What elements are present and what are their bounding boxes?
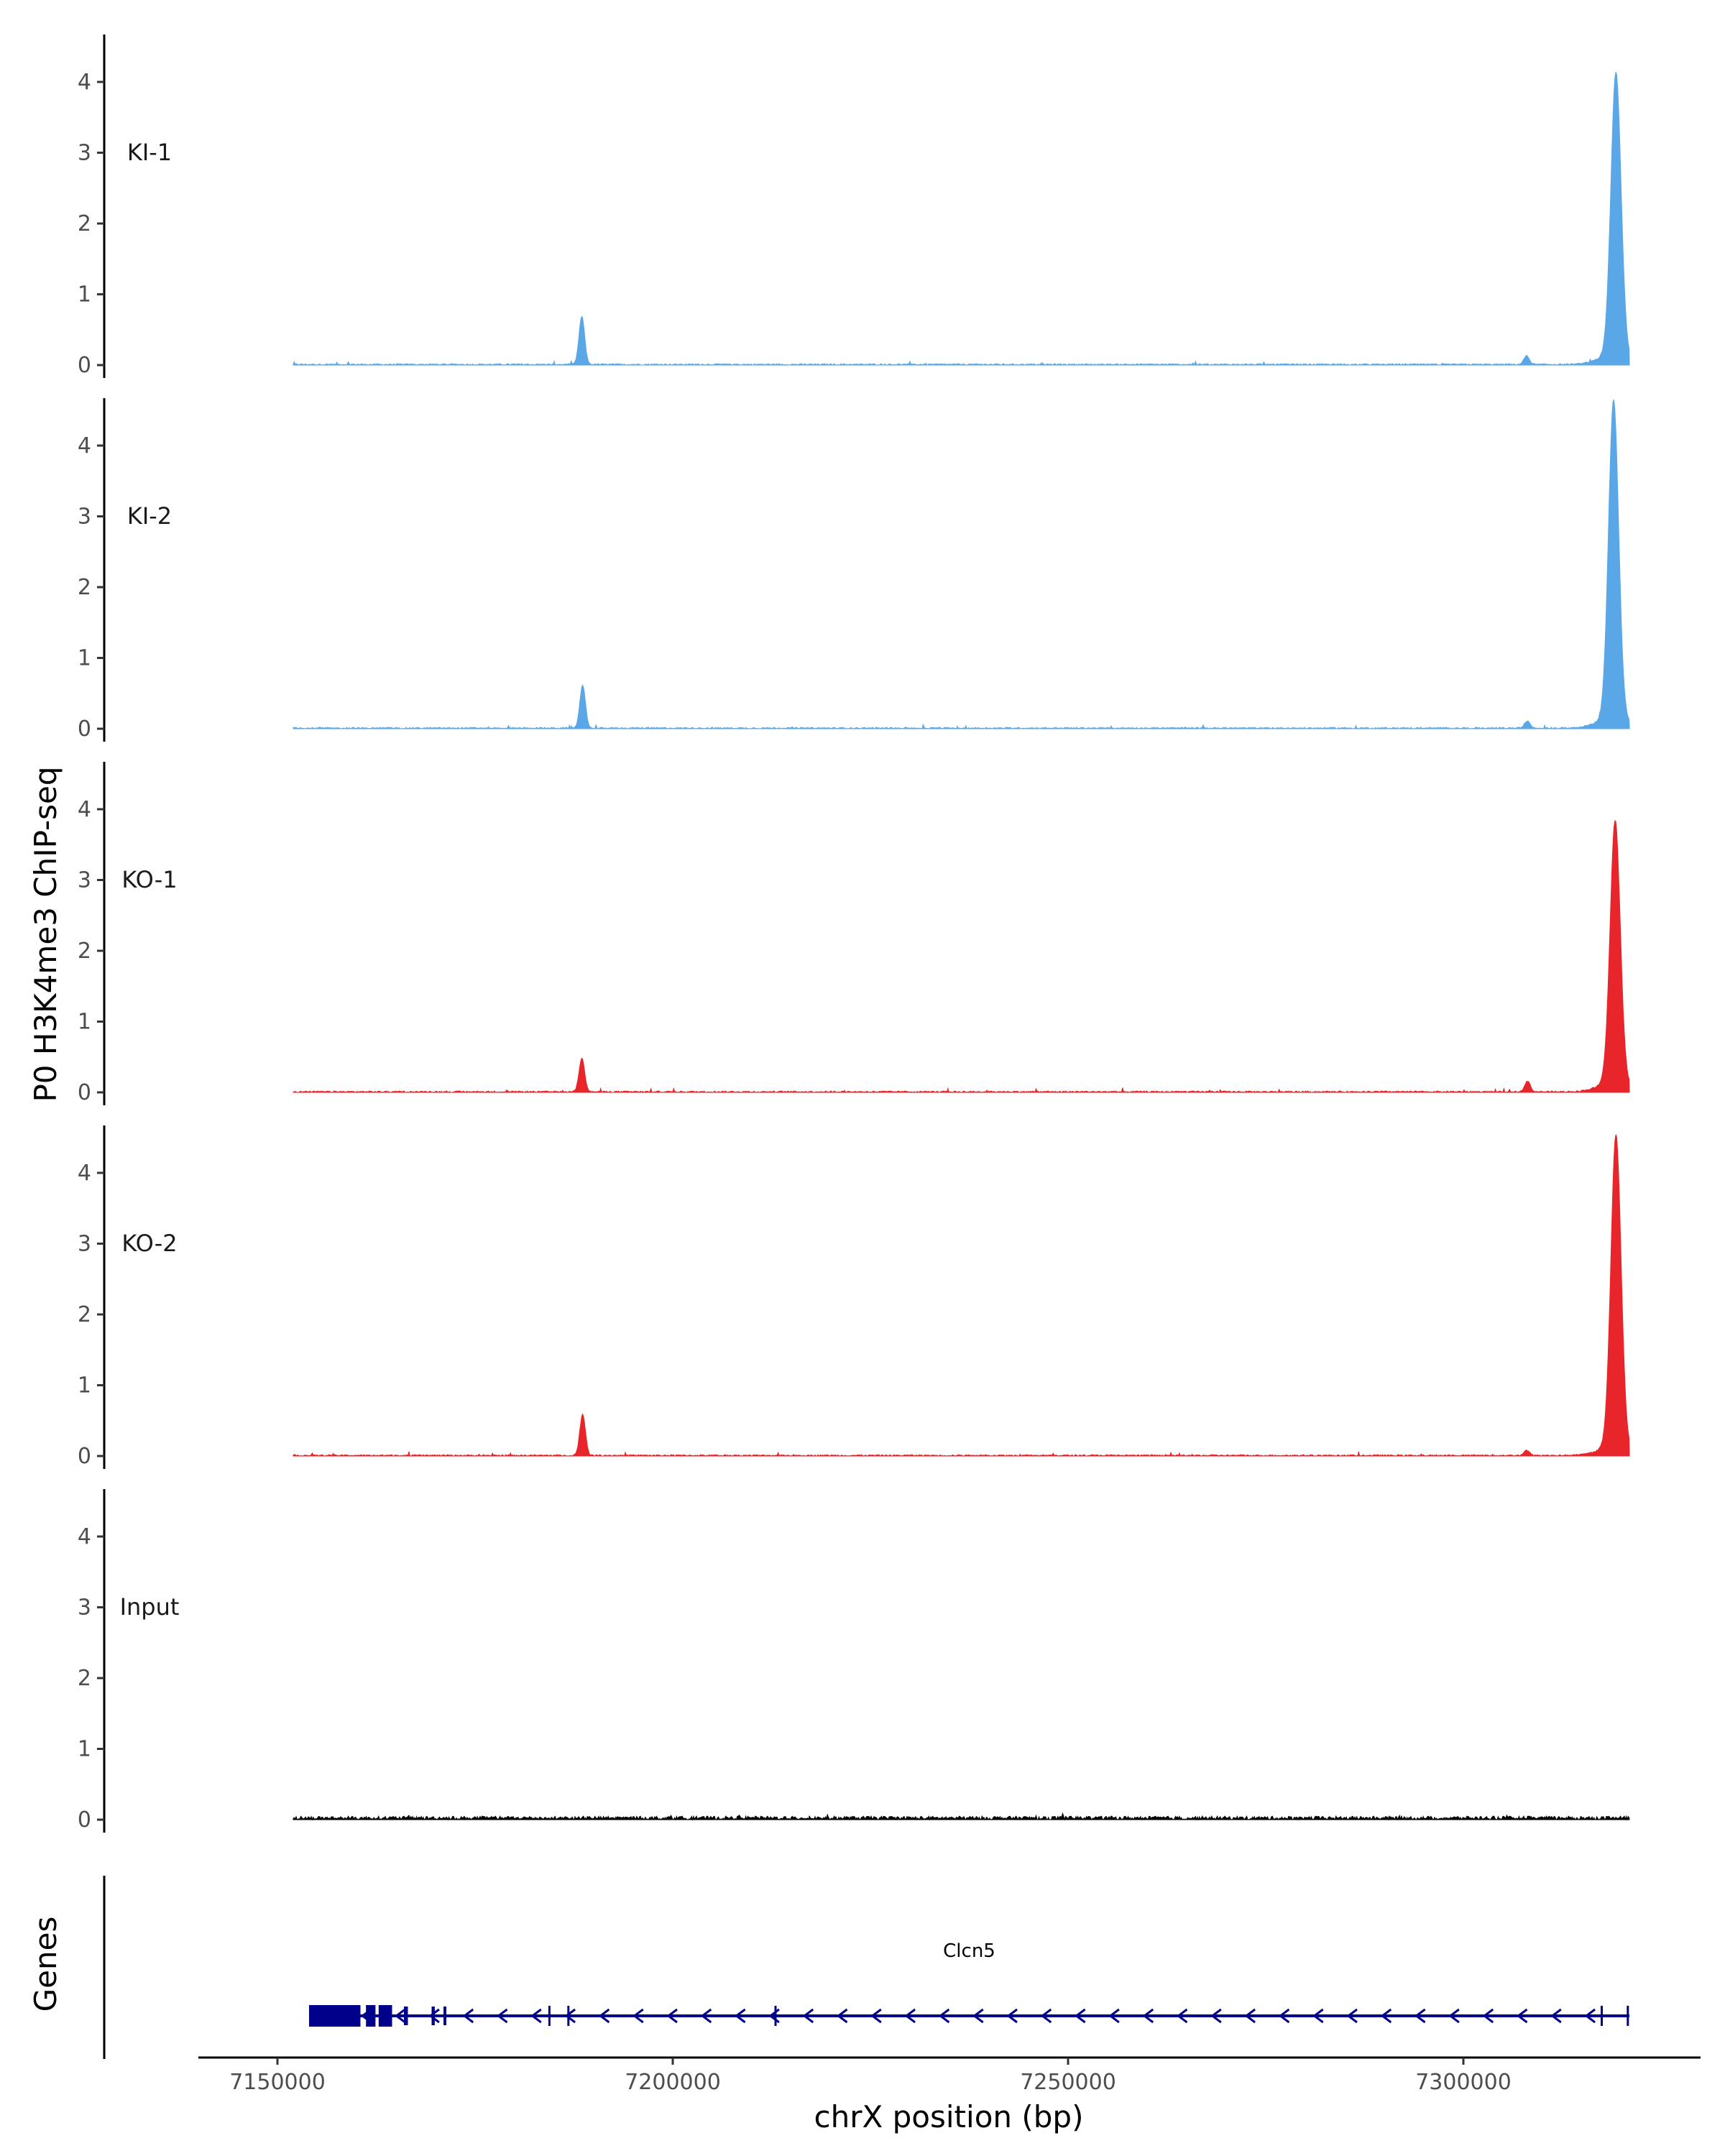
y-tick-label: 1 — [78, 1373, 91, 1399]
track-label: KI-2 — [127, 502, 172, 530]
track-ko-2: 0 1 2 3 4 KO-2 — [78, 1125, 1629, 1469]
track-label: Input — [120, 1593, 180, 1621]
y-tick-label: 3 — [78, 1595, 91, 1621]
y-tick-label: 3 — [78, 868, 91, 893]
y-tick-label: 4 — [78, 433, 91, 459]
track-label: KO-2 — [121, 1230, 177, 1257]
y-tick-label: 4 — [78, 1161, 91, 1186]
y-tick-label: 3 — [78, 1232, 91, 1257]
track-ki-1: 0 1 2 3 4 KI-1 — [78, 34, 1629, 378]
track-label: KI-1 — [127, 139, 172, 166]
signal-area — [293, 821, 1629, 1092]
track-ki-2: 0 1 2 3 4 KI-2 — [78, 398, 1629, 742]
exon — [404, 2007, 408, 2025]
y-tick-label: 0 — [78, 353, 91, 378]
x-tick-label: 7250000 — [1020, 2070, 1116, 2095]
x-axis: 7150000 7200000 7250000 7300000 — [198, 2058, 1701, 2095]
tracks-group: 0 1 2 3 4 KI-1 0 1 2 3 4 KI-2 0 1 2 3 4 KO-1 0 1 2 3 4 KO-2 0 1 2 3… — [78, 34, 1629, 1833]
y-tick-label: 0 — [78, 1807, 91, 1833]
track-ko-1: 0 1 2 3 4 KO-1 — [78, 762, 1629, 1105]
track-label: KO-1 — [121, 866, 177, 893]
track-input: 0 1 2 3 4 Input — [78, 1489, 1629, 1833]
x-tick-label: 7150000 — [229, 2070, 326, 2095]
y-tick-label: 2 — [78, 1666, 91, 1691]
y-tick-label: 0 — [78, 1080, 91, 1105]
x-tick-label: 7200000 — [625, 2070, 721, 2095]
y-tick-label: 1 — [78, 1737, 91, 1762]
y-tick-label: 2 — [78, 939, 91, 964]
gene-track: Clcn5 — [104, 1876, 1629, 2059]
y-tick-label: 0 — [78, 1444, 91, 1469]
y-tick-label: 1 — [78, 1010, 91, 1035]
y-tick-label: 2 — [78, 1302, 91, 1327]
y-tick-label: 3 — [78, 505, 91, 530]
genes-axis-title: Genes — [28, 1917, 63, 2012]
y-tick-label: 1 — [78, 282, 91, 308]
y-axis-title: P0 H3K4me3 ChIP-seq — [28, 766, 63, 1102]
y-tick-label: 4 — [78, 70, 91, 95]
exon — [432, 2007, 435, 2025]
x-axis-title: chrX position (bp) — [814, 2099, 1084, 2134]
y-tick-label: 2 — [78, 211, 91, 236]
exon — [366, 2005, 375, 2027]
y-tick-label: 4 — [78, 797, 91, 822]
y-tick-label: 4 — [78, 1524, 91, 1549]
y-tick-label: 2 — [78, 575, 91, 600]
signal-area — [293, 1135, 1629, 1456]
y-tick-label: 1 — [78, 646, 91, 671]
x-tick-label: 7300000 — [1415, 2070, 1512, 2095]
signal-area — [293, 400, 1629, 729]
signal-area — [293, 1813, 1629, 1820]
exon — [443, 2007, 446, 2025]
exon — [379, 2005, 392, 2027]
signal-area — [293, 72, 1629, 365]
y-tick-label: 0 — [78, 717, 91, 742]
exon — [309, 2005, 361, 2027]
gene-name-label: Clcn5 — [943, 1940, 995, 1962]
y-tick-label: 3 — [78, 141, 91, 166]
